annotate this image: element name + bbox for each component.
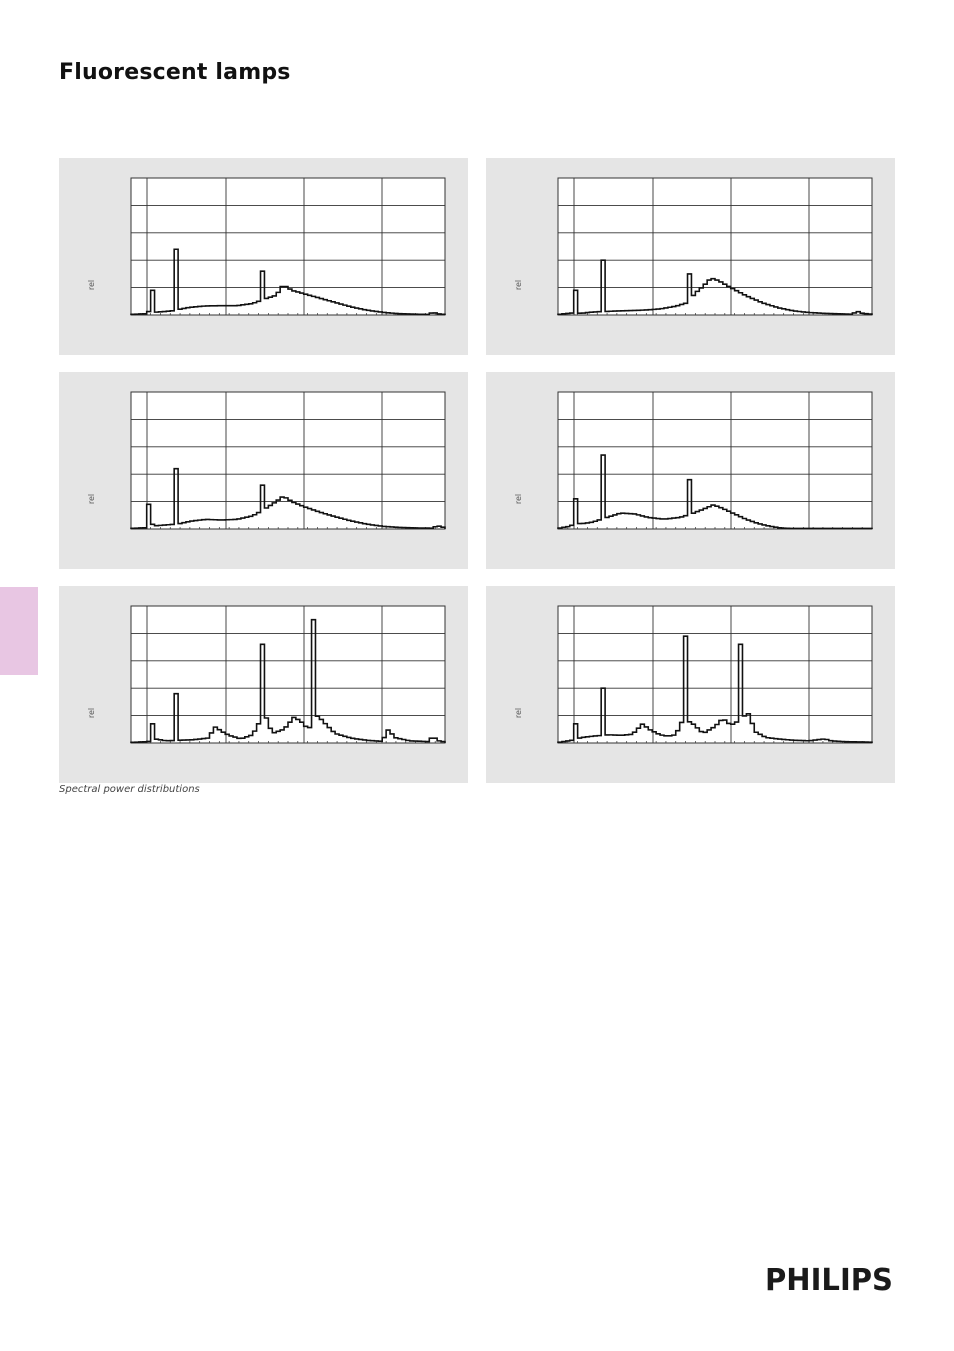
philips-logo: PHILIPS xyxy=(765,1263,893,1296)
spectrum-series xyxy=(130,467,446,530)
spectral-chart: rel xyxy=(87,177,446,316)
chart-panel-2: rel xyxy=(486,158,895,355)
chart-panel-5: rel xyxy=(59,586,468,783)
chart-panel-6: rel xyxy=(486,586,895,783)
chart-panel-4: rel xyxy=(486,372,895,569)
spectrum-series xyxy=(130,248,446,316)
spectral-chart: rel xyxy=(87,391,446,530)
section-tab-marker xyxy=(0,587,38,675)
svg-text:PHILIPS: PHILIPS xyxy=(765,1263,893,1296)
page-title: Fluorescent lamps xyxy=(59,60,291,85)
spectrum-series xyxy=(130,618,446,744)
y-axis-label: rel xyxy=(87,708,96,718)
y-axis-label: rel xyxy=(514,494,523,504)
chart-panel-3: rel xyxy=(59,372,468,569)
figure-caption: Spectral power distributions xyxy=(59,784,200,795)
spectral-chart: rel xyxy=(514,605,873,744)
chart-panel-1: rel xyxy=(59,158,468,355)
spectrum-series xyxy=(557,259,873,316)
spectral-chart: rel xyxy=(514,391,873,530)
spectrum-series xyxy=(557,454,873,530)
spectral-chart: rel xyxy=(87,605,446,744)
y-axis-label: rel xyxy=(87,494,96,504)
plot-area xyxy=(130,391,446,530)
plot-area xyxy=(557,177,873,316)
y-axis-label: rel xyxy=(514,280,523,290)
spectral-chart: rel xyxy=(514,177,873,316)
plot-area xyxy=(130,605,446,744)
spectrum-series xyxy=(557,635,873,743)
plot-area xyxy=(130,177,446,316)
y-axis-label: rel xyxy=(514,708,523,718)
y-axis-label: rel xyxy=(87,280,96,290)
